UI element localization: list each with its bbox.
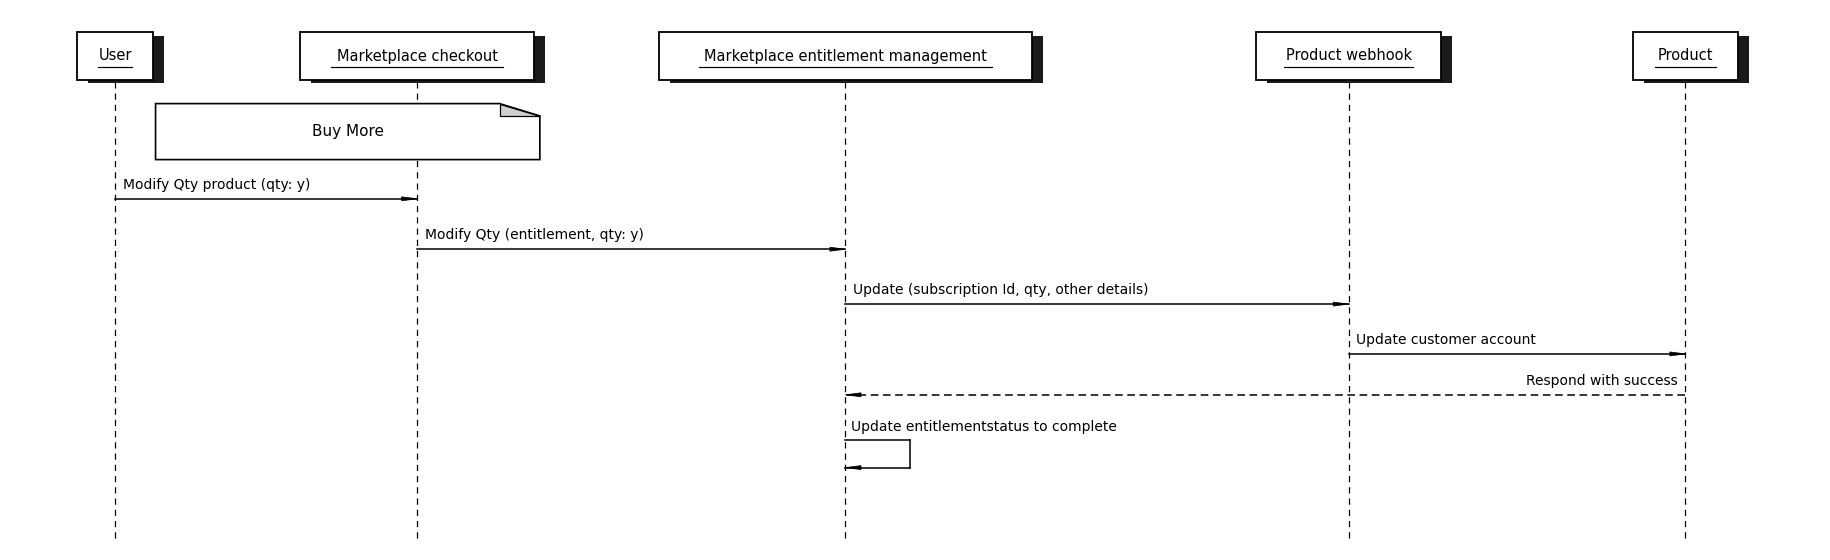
Polygon shape [845,465,862,470]
Bar [670,35,1043,83]
Bar [1632,32,1738,80]
Polygon shape [845,393,862,397]
Text: Modify Qty (entitlement, qty: y): Modify Qty (entitlement, qty: y) [425,228,644,242]
Text: Update (subscription Id, qty, other details): Update (subscription Id, qty, other deta… [853,283,1147,297]
Text: Modify Qty product (qty: y): Modify Qty product (qty: y) [123,178,309,192]
Text: Marketplace checkout: Marketplace checkout [337,49,498,63]
Polygon shape [1332,302,1349,306]
Text: Product webhook: Product webhook [1286,49,1411,63]
Bar [659,32,1032,80]
Bar [1255,32,1442,80]
Bar [88,35,165,83]
Bar [311,35,545,83]
Polygon shape [403,197,417,201]
Text: Marketplace entitlement management: Marketplace entitlement management [705,49,986,63]
Polygon shape [500,104,540,116]
Text: User: User [99,49,132,63]
Bar [77,32,154,80]
Text: Buy More: Buy More [311,124,384,139]
Bar [1266,35,1453,83]
Polygon shape [1671,352,1685,356]
Polygon shape [829,247,845,251]
Text: Product: Product [1658,49,1713,63]
Bar [300,32,534,80]
Text: Respond with success: Respond with success [1526,374,1678,388]
Bar [1643,35,1749,83]
Text: Update customer account: Update customer account [1356,333,1535,347]
Polygon shape [156,104,540,160]
Text: Update entitlementstatus to complete: Update entitlementstatus to complete [851,420,1116,434]
